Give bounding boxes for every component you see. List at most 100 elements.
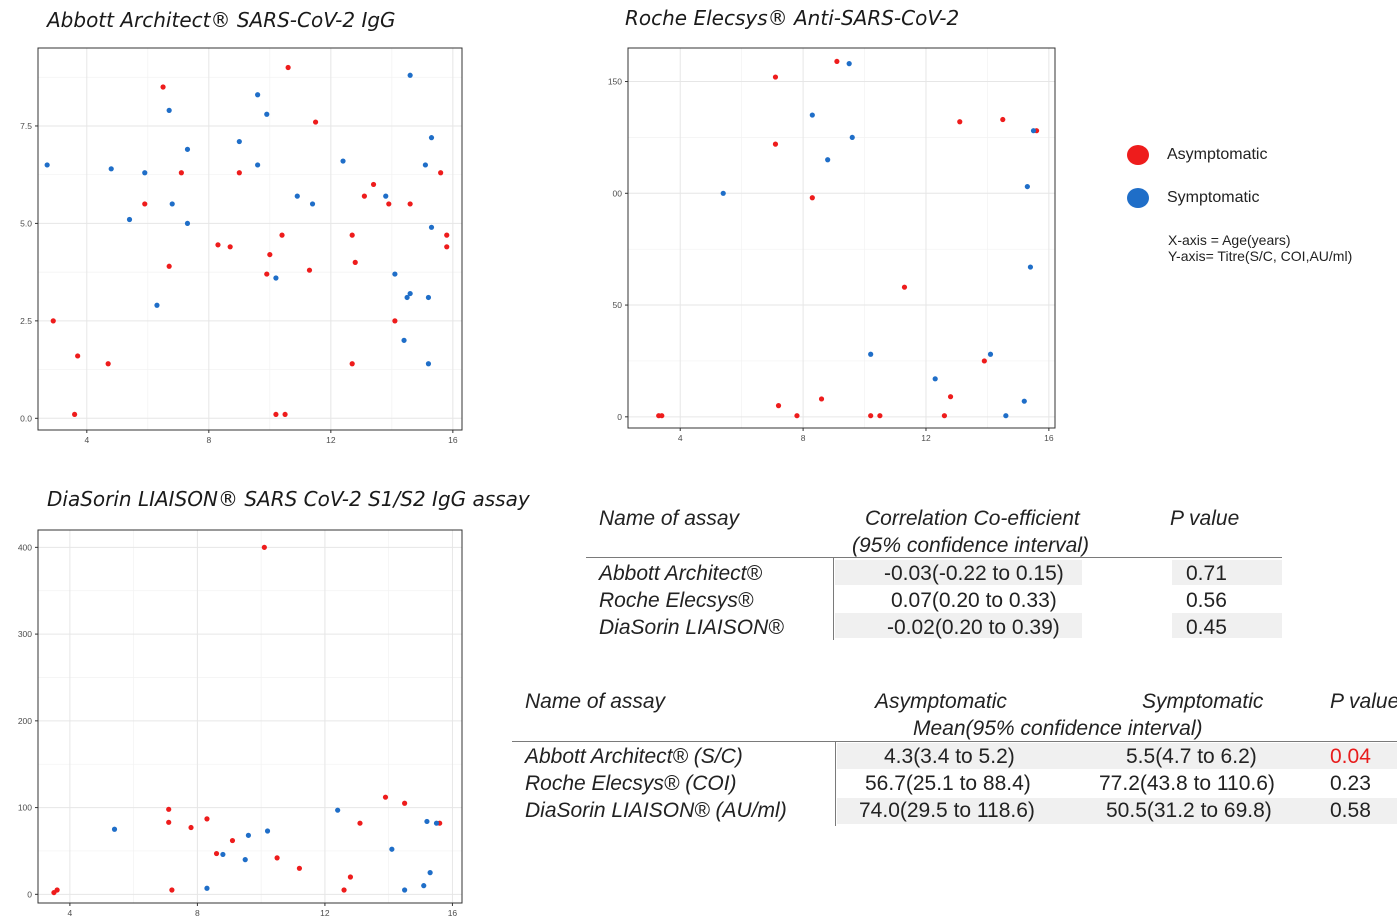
chart-title-roche: Roche Elecsys® Anti-SARS-CoV-2 — [625, 6, 960, 30]
asymptomatic-point — [267, 251, 273, 258]
asymptomatic-point — [312, 119, 319, 125]
table2-row-name: Abbott Architect® (S/C) — [525, 745, 743, 768]
table1-header-name: Name of assay — [599, 507, 740, 530]
symptomatic-point — [422, 162, 428, 168]
asymptomatic-point — [261, 544, 267, 550]
asymptomatic-point — [105, 361, 111, 367]
symptomatic-point — [428, 224, 435, 230]
asymptomatic-point — [273, 411, 279, 418]
symptomatic-point — [242, 857, 248, 863]
symptomatic-point — [154, 302, 160, 308]
symptomatic-point — [335, 807, 341, 813]
table2-row-sym: 5.5(4.7 to 6.2) — [1126, 745, 1257, 768]
table2-header-p: P value — [1330, 690, 1397, 713]
symptomatic-point — [309, 201, 316, 207]
symptomatic-point — [1003, 413, 1009, 419]
x-tick-label: 12 — [320, 908, 330, 918]
table1-row-coef: 0.07(0.20 to 0.33) — [891, 589, 1057, 612]
symptomatic-point — [425, 294, 432, 301]
symptomatic-point — [236, 138, 242, 145]
plot-border — [37, 47, 463, 431]
table1-row-name: Roche Elecsys® — [599, 589, 754, 612]
asymptomatic-point — [407, 201, 413, 207]
table2-subheader: Mean(95% confidence interval) — [913, 717, 1203, 740]
symptomatic-point — [273, 275, 279, 281]
legend-label-symptomatic: Symptomatic — [1167, 189, 1260, 206]
table1-header-ci: (95% confidence interval) — [852, 534, 1089, 557]
y-tick-label: 2.5 — [20, 316, 32, 326]
table1-row-name: Abbott Architect® — [599, 562, 762, 585]
symptomatic-point — [404, 294, 410, 301]
symptomatic-point — [425, 361, 432, 367]
asymptomatic-point — [50, 318, 56, 324]
table1-row-coef: -0.03(-0.22 to 0.15) — [884, 562, 1064, 585]
table2-row-p: 0.04 — [1330, 745, 1371, 768]
table2-row-sym: 50.5(31.2 to 69.8) — [1106, 799, 1272, 822]
table2-header-name: Name of assay — [525, 690, 666, 713]
symptomatic-point — [184, 146, 191, 152]
symptomatic-point — [421, 883, 427, 889]
table2-row-p: 0.58 — [1330, 799, 1371, 822]
symptomatic-point — [389, 846, 395, 852]
plot-panel — [38, 48, 462, 430]
asymptomatic-point — [772, 74, 779, 80]
chart-title-diasorin: DiaSorin LIAISON® SARS CoV-2 S1/S2 IgG a… — [47, 487, 530, 511]
symptomatic-point — [427, 870, 433, 876]
table1-row-name: DiaSorin LIAISON® — [599, 616, 784, 639]
symptomatic-point — [401, 337, 407, 343]
symptomatic-point — [245, 832, 252, 838]
asymptomatic-point — [775, 403, 782, 409]
symptomatic-point — [169, 201, 175, 207]
table1-row-p: 0.56 — [1186, 589, 1227, 612]
x-tick-label: 4 — [84, 435, 89, 445]
asymptomatic-point — [160, 84, 166, 90]
asymptomatic-point — [349, 232, 355, 238]
table2-row-p: 0.23 — [1330, 772, 1371, 795]
y-tick-label: 0 — [617, 412, 622, 422]
y-tick-label: 50 — [613, 300, 623, 310]
symptomatic-point — [1024, 183, 1030, 190]
asymptomatic-swatch — [1127, 145, 1149, 165]
symptomatic-point — [255, 92, 261, 98]
symptomatic-point — [825, 157, 831, 163]
symptomatic-point — [1027, 264, 1034, 270]
asymptomatic-point — [274, 855, 280, 861]
table2-row-asym: 56.7(25.1 to 88.4) — [865, 772, 1031, 795]
asymptomatic-point — [352, 259, 358, 265]
table2-row-asym: 4.3(3.4 to 5.2) — [884, 745, 1015, 768]
symptomatic-point — [1030, 128, 1037, 134]
asymptomatic-point — [444, 232, 450, 238]
asymptomatic-point — [402, 800, 408, 806]
table1-header-coef: Correlation Co-efficient — [865, 507, 1080, 530]
symptomatic-point — [166, 107, 172, 113]
asymptomatic-point — [981, 358, 987, 364]
table2-header-asym: Asymptomatic — [875, 690, 1007, 713]
asymptomatic-point — [296, 865, 303, 871]
asymptomatic-point — [382, 794, 389, 800]
y-tick-label: 300 — [18, 629, 32, 639]
roche-scatter-plot: 4 8 12 16 0 50 00 150 — [608, 47, 1056, 443]
x-tick-label: 12 — [921, 433, 931, 443]
asymptomatic-point — [54, 887, 60, 893]
asymptomatic-point — [215, 242, 221, 248]
y-tick-label: 5.0 — [20, 218, 32, 228]
symptomatic-point — [392, 271, 398, 277]
asymptomatic-point — [357, 820, 363, 826]
asymptomatic-point — [72, 411, 78, 418]
asymptomatic-point — [386, 201, 392, 207]
plot-panel — [38, 530, 462, 903]
symptomatic-point — [255, 162, 261, 168]
symptomatic-point — [340, 158, 346, 164]
asymptomatic-point — [166, 263, 172, 269]
asymptomatic-point — [794, 413, 800, 419]
symptomatic-point — [849, 134, 855, 141]
table2-header-sym: Symptomatic — [1142, 690, 1264, 713]
symptomatic-point — [987, 351, 994, 357]
y-tick-label: 00 — [613, 188, 623, 198]
asymptomatic-point — [142, 201, 148, 207]
symptomatic-point — [204, 885, 210, 891]
table2-row-name: Roche Elecsys® (COI) — [525, 772, 737, 795]
table2-row-name: DiaSorin LIAISON® (AU/ml) — [525, 799, 787, 822]
symptomatic-point — [264, 828, 271, 834]
symptomatic-point — [294, 193, 300, 199]
